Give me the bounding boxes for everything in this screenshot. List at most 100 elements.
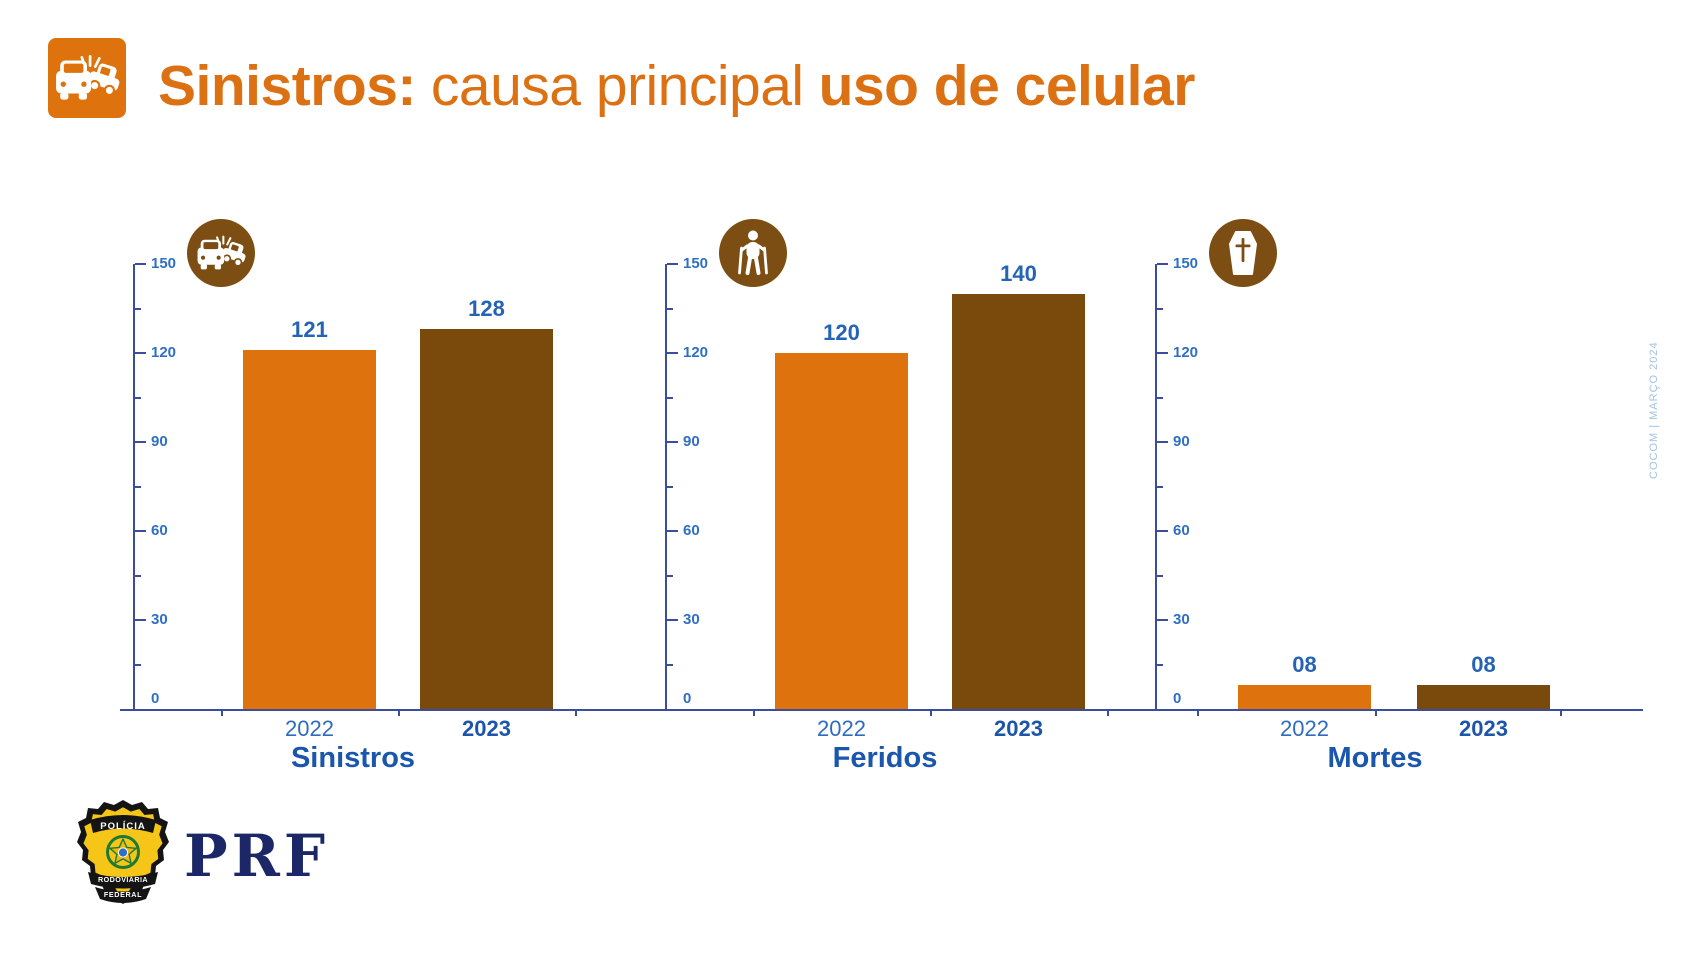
y-tick-label: 150 (1173, 255, 1199, 272)
bar-value-label: 121 (291, 317, 328, 343)
bar-value-label: 08 (1292, 652, 1317, 678)
coffin-icon (1209, 219, 1277, 287)
y-axis-minor-tick (135, 485, 141, 488)
x-label-2023: 2023 (994, 716, 1043, 741)
y-tick-label: 30 (151, 611, 168, 628)
x-label-2022: 2022 (285, 716, 334, 741)
bar-2022 (243, 350, 376, 709)
coffin-glyph (1229, 231, 1257, 275)
chart-title: Sinistros (290, 742, 416, 774)
y-axis-tick (667, 530, 678, 532)
title-regular: causa principal (430, 54, 804, 118)
car-crash-icon (187, 219, 255, 287)
y-tick-label: 120 (151, 344, 177, 361)
y-axis-minor-tick (667, 307, 673, 310)
y-tick-label: 90 (151, 433, 168, 450)
injured-person-icon (719, 219, 787, 287)
chart-sinistros: 0 30 60 90 120 150 121 128 2022 2023 Sinistro… (115, 219, 595, 819)
y-axis-minor-tick (1157, 396, 1163, 399)
x-axis-tick (1107, 709, 1109, 716)
title-bold-lead: Sinistros: (158, 54, 416, 118)
bar-2023 (952, 293, 1085, 709)
svg-text:RODOVIÁRIA: RODOVIÁRIA (98, 875, 148, 884)
y-axis-minor-tick (1157, 663, 1163, 666)
prf-logo-text: PRF (184, 822, 329, 890)
bar-2023 (1417, 685, 1550, 709)
y-axis-tick (667, 619, 678, 621)
y-axis-minor-tick (667, 574, 673, 577)
y-tick-label: 30 (1173, 611, 1190, 628)
chart-title: Feridos (832, 742, 938, 774)
y-tick-label: 150 (151, 255, 177, 272)
car-crash-icon (48, 38, 126, 118)
x-axis-tick (1375, 709, 1377, 716)
chart-mortes: 0 30 60 90 120 150 08 08 2022 2023 Mortes (1137, 219, 1617, 819)
x-axis-tick (575, 709, 577, 716)
y-axis-tick (1157, 441, 1168, 443)
y-axis-minor-tick (667, 396, 673, 399)
side-caption: COCOM | MARÇO 2024 (1648, 341, 1660, 479)
bar-value-label: 128 (468, 296, 505, 322)
y-axis-tick (667, 352, 678, 354)
y-axis-minor-tick (667, 663, 673, 666)
x-axis-tick (930, 709, 932, 716)
y-axis-tick (135, 352, 146, 354)
plot-area: 0 30 60 90 120 150 08 08 2022 2023 (1155, 255, 1595, 741)
car-crash-glyph (197, 235, 246, 270)
x-label-2023: 2023 (1459, 716, 1508, 741)
x-axis-tick (221, 709, 223, 716)
bar-2022 (775, 353, 908, 709)
plot-area: 0 30 60 90 120 150 121 128 2022 2023 (133, 255, 577, 741)
y-tick-label: 0 (1173, 690, 1182, 707)
y-axis: 0 30 60 90 120 150 (665, 255, 725, 710)
y-tick-label: 60 (683, 522, 700, 539)
y-tick-label: 0 (683, 690, 692, 707)
y-axis-tick (667, 263, 678, 265)
car-crash-glyph (56, 55, 120, 100)
y-axis-minor-tick (1157, 574, 1163, 577)
plot-area: 0 30 60 90 120 150 120 140 2022 2023 (665, 255, 1109, 741)
chart-feridos: 0 30 60 90 120 150 120 140 2022 2023 Feridos (647, 219, 1127, 819)
y-axis-minor-tick (135, 663, 141, 666)
y-axis-tick (135, 441, 146, 443)
y-tick-label: 60 (151, 522, 168, 539)
y-axis: 0 30 60 90 120 150 (1155, 255, 1215, 710)
bar-2023 (420, 329, 553, 709)
y-axis-tick (135, 263, 146, 265)
y-axis-tick (1157, 619, 1168, 621)
bar-value-label: 08 (1471, 652, 1496, 678)
svg-text:POLÍCIA: POLÍCIA (100, 821, 146, 832)
injured-person-glyph (738, 230, 768, 275)
y-axis-minor-tick (135, 307, 141, 310)
bar-slot-2023: 128 (420, 264, 553, 709)
y-tick-label: 150 (683, 255, 709, 272)
title-bold-tail: uso de celular (818, 54, 1196, 118)
y-tick-label: 60 (1173, 522, 1190, 539)
x-axis-tick (753, 709, 755, 716)
bar-slot-2023: 08 (1417, 264, 1550, 709)
bar-2022 (1238, 685, 1371, 709)
bar-slot-2022: 120 (775, 264, 908, 709)
y-axis-minor-tick (667, 485, 673, 488)
bar-slot-2022: 08 (1238, 264, 1371, 709)
x-label-2022: 2022 (1280, 716, 1329, 741)
y-axis-tick (1157, 530, 1168, 532)
x-axis-tick (1197, 709, 1199, 716)
bar-slot-2022: 121 (243, 264, 376, 709)
y-axis-minor-tick (135, 574, 141, 577)
x-axis-baseline (120, 709, 1643, 711)
bar-value-label: 140 (1000, 260, 1037, 286)
x-label-2023: 2023 (462, 716, 511, 741)
y-tick-label: 30 (683, 611, 700, 628)
page-title: Sinistros: causa principal uso de celular (158, 40, 1195, 132)
y-axis-tick (1157, 263, 1168, 265)
y-tick-label: 120 (1173, 344, 1199, 361)
y-axis-minor-tick (135, 396, 141, 399)
y-tick-label: 120 (683, 344, 709, 361)
y-axis-minor-tick (1157, 307, 1163, 310)
y-axis-minor-tick (1157, 485, 1163, 488)
chart-title: Mortes (1327, 742, 1423, 774)
x-label-2022: 2022 (817, 716, 866, 741)
x-axis-tick (398, 709, 400, 716)
